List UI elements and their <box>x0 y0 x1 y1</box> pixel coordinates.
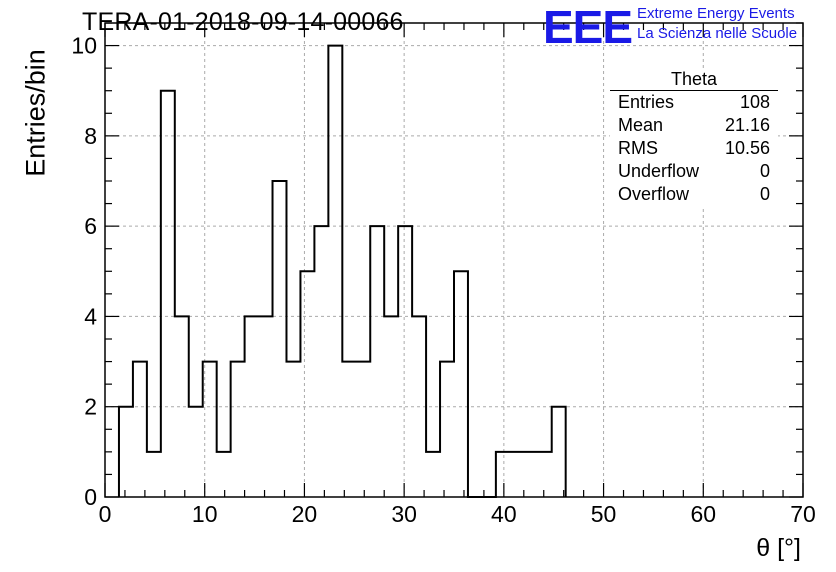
stats-box: Theta Entries 108 Mean 21.16 RMS 10.56 U… <box>610 68 778 206</box>
run-title: TERA-01-2018-09-14-00066 <box>82 8 404 36</box>
x-tick-label: 50 <box>591 501 617 527</box>
plot-frame <box>104 22 804 498</box>
histogram-bin <box>175 316 189 497</box>
histogram-bin <box>370 226 384 497</box>
histogram-bin <box>133 362 147 497</box>
x-tick-label: 20 <box>292 501 318 527</box>
histogram-bin <box>147 452 161 497</box>
y-axis-label: Entries/bin <box>20 49 51 177</box>
stats-value: 0 <box>759 184 770 204</box>
histogram-bin <box>510 452 524 497</box>
histogram-bin <box>217 452 231 497</box>
stats-row-overflow: Overflow 0 <box>610 183 778 206</box>
stats-row-mean: Mean 21.16 <box>610 114 778 137</box>
histogram-bin <box>189 407 203 497</box>
y-tick-label: 4 <box>84 303 97 329</box>
stats-value: 21.16 <box>724 115 770 135</box>
stats-value: 10.56 <box>724 138 770 158</box>
histogram-bin <box>454 271 468 497</box>
x-tick-label: 40 <box>491 501 517 527</box>
histogram-bin <box>426 452 440 497</box>
histogram-bin <box>231 362 245 497</box>
histogram-bin <box>398 226 412 497</box>
histogram-bin <box>538 452 552 497</box>
logo-tagline-2: La Scienza nelle Scuole <box>637 25 798 42</box>
histogram-bin <box>384 316 398 497</box>
x-tick-label: 30 <box>391 501 417 527</box>
histogram-bin <box>328 46 342 497</box>
stats-value: 108 <box>739 92 770 112</box>
histogram-bin <box>314 226 328 497</box>
histogram-bin <box>286 362 300 497</box>
histogram-bin <box>203 362 217 497</box>
x-tick-label: 10 <box>192 501 218 527</box>
histogram-bin <box>273 181 287 497</box>
histogram-bin <box>161 91 175 497</box>
histogram-bin <box>496 452 510 497</box>
y-tick-label: 0 <box>84 484 97 510</box>
histogram-bin <box>259 316 273 497</box>
y-tick-label: 10 <box>71 33 97 59</box>
x-axis-label: θ [°] <box>756 534 801 562</box>
y-tick-label: 8 <box>84 123 97 149</box>
y-tick-label: 6 <box>84 213 97 239</box>
x-tick-label: 60 <box>690 501 716 527</box>
eee-logo: EEE <box>543 1 633 53</box>
y-tick-label: 2 <box>84 394 97 420</box>
histogram-bin <box>300 271 314 497</box>
histogram-bin <box>524 452 538 497</box>
stats-label: Underflow <box>618 161 700 181</box>
stats-label: Entries <box>618 92 675 112</box>
histogram-bin <box>342 362 356 497</box>
stats-label: Mean <box>618 115 664 135</box>
histogram-bin <box>356 362 370 497</box>
x-tick-label: 70 <box>790 501 816 527</box>
stats-title: Theta <box>610 68 778 91</box>
stats-value: 0 <box>759 161 770 181</box>
stats-label: Overflow <box>618 184 690 204</box>
stats-label: RMS <box>618 138 658 158</box>
histogram-bin <box>440 362 454 497</box>
histogram-bin <box>119 407 133 497</box>
histogram-series <box>117 44 567 498</box>
histogram-bin <box>552 407 566 497</box>
stats-row-rms: RMS 10.56 <box>610 137 778 160</box>
stats-row-entries: Entries 108 <box>610 91 778 114</box>
stats-row-underflow: Underflow 0 <box>610 160 778 183</box>
logo-tagline-1: Extreme Energy Events <box>637 5 795 22</box>
x-tick-label: 0 <box>99 501 112 527</box>
